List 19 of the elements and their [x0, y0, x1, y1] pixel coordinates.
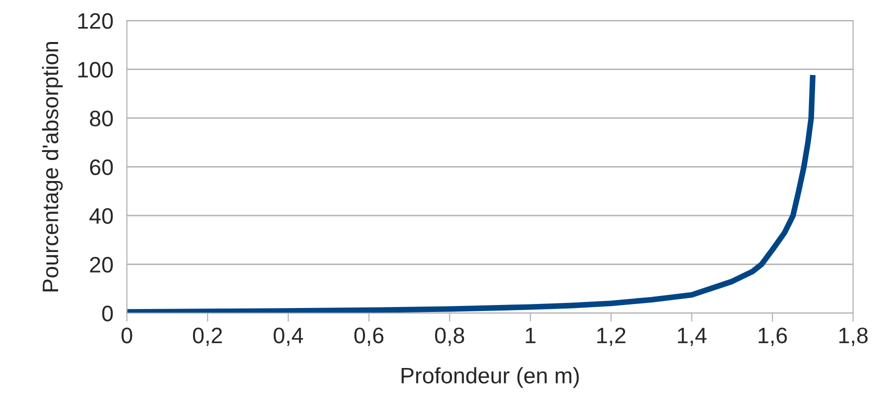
x-tick-label: 1,8: [839, 328, 868, 346]
x-tick-label: 0,2: [192, 328, 222, 346]
y-tick-label: 40: [89, 208, 113, 224]
x-axis-title: Profondeur (en m): [402, 367, 579, 388]
x-tick-label: 1: [526, 328, 536, 344]
y-tick-label: 120: [78, 13, 113, 29]
y-tick-label: 80: [90, 110, 113, 126]
y-tick-label: 20: [90, 256, 113, 273]
y-tick-label: 100: [78, 62, 113, 78]
x-tick-label: 0,6: [354, 328, 384, 346]
y-axis-title: Pourcentage d'absorption: [42, 42, 63, 292]
x-tick-label: 1,2: [597, 328, 626, 346]
x-tick-label: 1,6: [758, 328, 787, 346]
x-tick-label: 0: [122, 328, 132, 344]
x-tick-label: 1,4: [678, 328, 707, 346]
x-tick-label: 0,4: [274, 328, 304, 346]
y-tick-label: 0: [102, 306, 113, 322]
x-tick-label: 0,8: [435, 328, 464, 346]
y-tick-label: 60: [90, 159, 113, 176]
